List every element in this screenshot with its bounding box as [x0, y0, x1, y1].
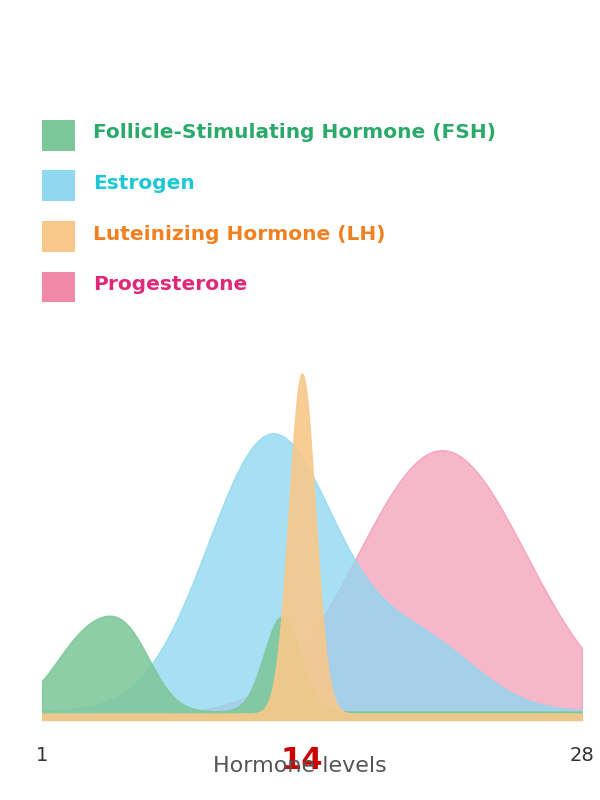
Text: Progesterone: Progesterone — [93, 275, 247, 294]
Text: Luteinizing Hormone (LH): Luteinizing Hormone (LH) — [93, 225, 386, 244]
FancyBboxPatch shape — [42, 120, 75, 150]
Text: MENSTRUAL CYCLE
HORMONES: MENSTRUAL CYCLE HORMONES — [99, 2, 501, 82]
Text: 14: 14 — [281, 746, 323, 774]
Text: 1: 1 — [36, 746, 48, 765]
Text: Follicle-Stimulating Hormone (FSH): Follicle-Stimulating Hormone (FSH) — [93, 123, 496, 142]
FancyBboxPatch shape — [42, 221, 75, 252]
Text: 28: 28 — [569, 746, 595, 765]
Text: Estrogen: Estrogen — [93, 174, 195, 193]
Text: Hormone levels: Hormone levels — [213, 756, 387, 776]
FancyBboxPatch shape — [42, 170, 75, 201]
FancyBboxPatch shape — [42, 271, 75, 302]
